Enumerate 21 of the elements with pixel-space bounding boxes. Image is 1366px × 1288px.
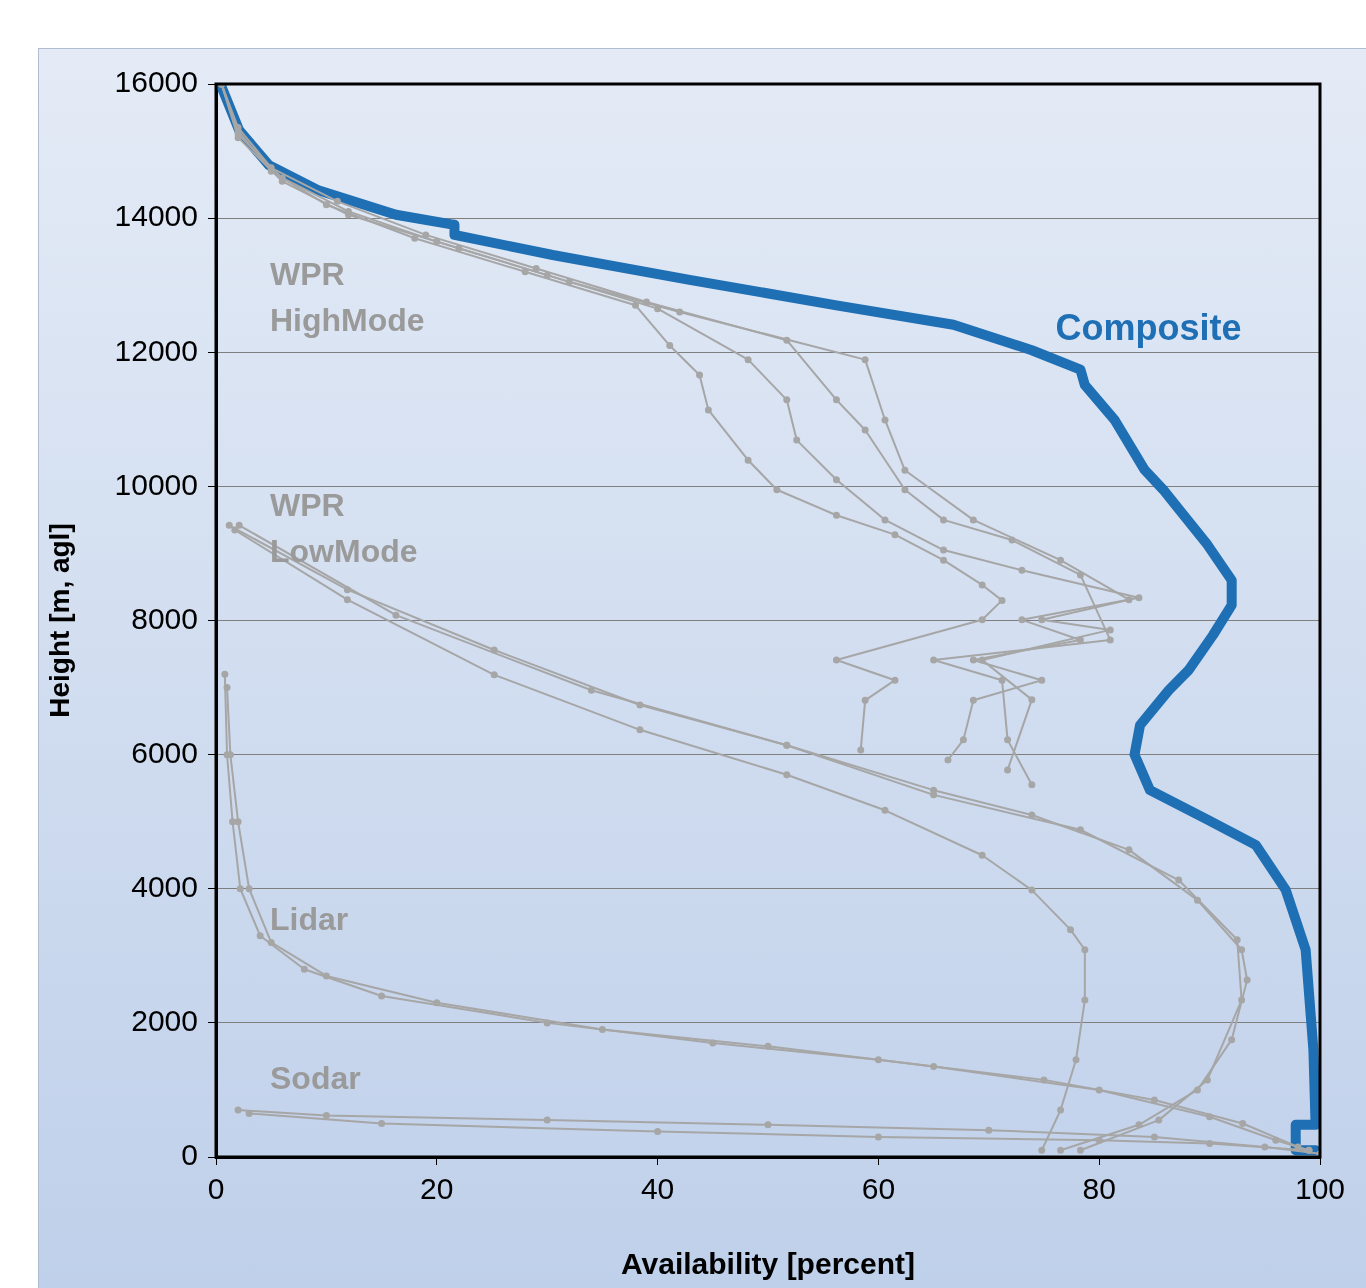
annotation: WPR HighMode bbox=[270, 255, 425, 338]
x-tick-label: 60 bbox=[861, 1172, 896, 1206]
y-tick-label: 10000 bbox=[114, 467, 198, 501]
y-tick-label: 6000 bbox=[131, 735, 198, 769]
series-label: Composite bbox=[1055, 306, 1242, 348]
x-tick-label: 0 bbox=[207, 1172, 225, 1206]
y-tick-label: 14000 bbox=[114, 199, 198, 233]
y-tick-label: 16000 bbox=[114, 65, 198, 99]
y-tick-label: 4000 bbox=[131, 870, 198, 904]
x-tick-label: 100 bbox=[1294, 1172, 1346, 1206]
x-tick-label: 20 bbox=[420, 1172, 454, 1206]
y-tick-label: 2000 bbox=[131, 1004, 198, 1038]
annotation: Lidar bbox=[270, 900, 349, 937]
x-tick-label: 80 bbox=[1082, 1172, 1116, 1206]
annotation: Sodar bbox=[270, 1059, 361, 1096]
y-tick-label: 8000 bbox=[131, 601, 198, 635]
y-axis-title: Height [m, agl] bbox=[43, 523, 75, 718]
y-tick-label: 12000 bbox=[114, 333, 198, 367]
x-tick-label: 40 bbox=[640, 1172, 675, 1206]
y-tick-label: 0 bbox=[181, 1138, 198, 1172]
x-axis-title: Availability [percent] bbox=[621, 1247, 915, 1281]
